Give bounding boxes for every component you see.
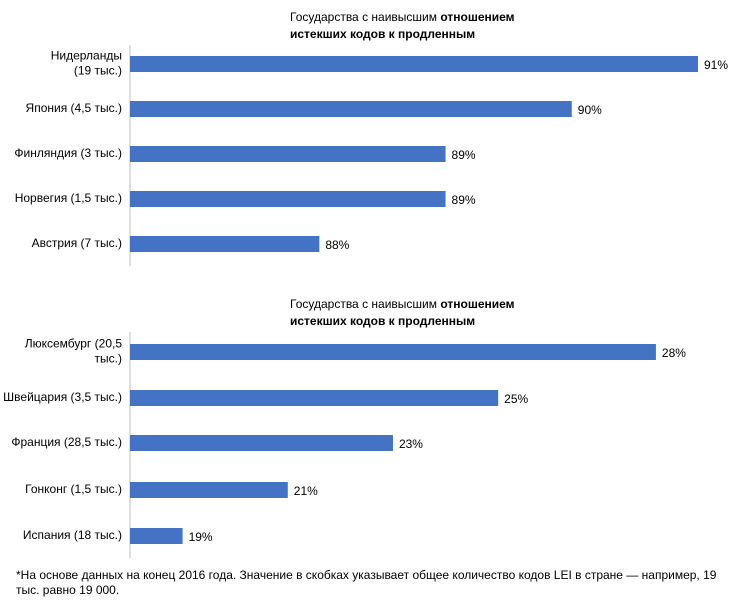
bar	[130, 528, 183, 544]
bar	[130, 56, 698, 72]
title-part: Государства с наивысшим	[290, 297, 440, 311]
value-label: 25%	[504, 392, 528, 406]
value-label: 19%	[189, 530, 213, 544]
category-label: Финляндия (3 тыс.)	[14, 146, 122, 160]
footnote: *На основе данных на конец 2016 года. Зн…	[16, 568, 717, 582]
value-label: 21%	[294, 484, 318, 498]
category-label: Нидерланды	[51, 49, 122, 63]
value-label: 28%	[662, 346, 686, 360]
value-label: 88%	[325, 238, 349, 252]
title-part: отношением	[440, 297, 514, 311]
bar	[130, 146, 446, 162]
chart-title: Государства с наивысшим отношением	[290, 10, 515, 24]
footnote: тыс. равно 19 000.	[16, 583, 119, 597]
value-label: 91%	[704, 58, 728, 72]
category-label: Австрия (7 тыс.)	[32, 236, 122, 250]
bar	[130, 435, 393, 451]
category-label: тыс.)	[95, 352, 122, 366]
chart-title: истекших кодов к продленным	[290, 314, 475, 328]
title-part: Государства с наивысшим	[290, 10, 440, 24]
value-label: 89%	[452, 148, 476, 162]
category-label: Испания (18 тыс.)	[23, 528, 122, 542]
chart-title: истекших кодов к продленным	[290, 27, 475, 41]
bar	[130, 236, 320, 252]
category-label: Швейцария (3,5 тыс.)	[3, 390, 122, 404]
category-label: Люксембург (20,5	[25, 337, 123, 351]
category-label: Норвегия (1,5 тыс.)	[15, 191, 122, 205]
category-label: Франция (28,5 тыс.)	[11, 435, 122, 449]
chart-title: Государства с наивысшим отношением	[290, 297, 515, 311]
bar	[130, 482, 288, 498]
category-label: Гонконг (1,5 тыс.)	[25, 482, 122, 496]
bar	[130, 101, 572, 117]
category-label: (19 тыс.)	[74, 64, 122, 78]
bar	[130, 191, 446, 207]
title-part: истекших кодов к продленным	[290, 314, 475, 328]
title-part: истекших кодов к продленным	[290, 27, 475, 41]
bar	[130, 344, 656, 360]
value-label: 23%	[399, 437, 423, 451]
bar	[130, 390, 499, 406]
category-label: Япония (4,5 тыс.)	[26, 101, 122, 115]
value-label: 89%	[452, 193, 476, 207]
value-label: 90%	[578, 103, 602, 117]
title-part: отношением	[440, 10, 514, 24]
